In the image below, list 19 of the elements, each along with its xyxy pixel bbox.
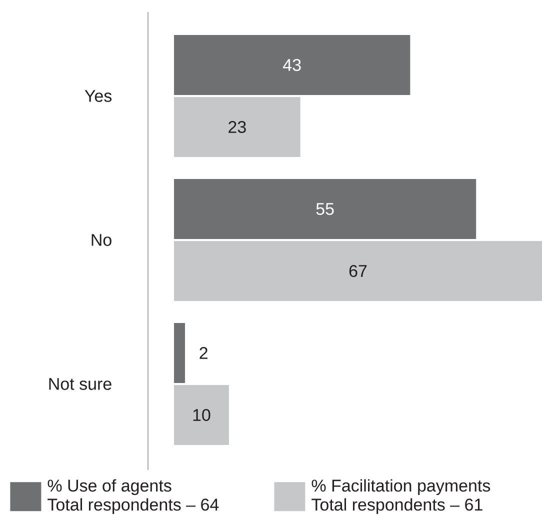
data-label: 67: [349, 264, 367, 278]
bar: [174, 241, 542, 301]
bar: [174, 323, 185, 383]
text: Total respondents – 61: [312, 498, 482, 514]
bar: [174, 179, 476, 239]
data-label: 2: [200, 347, 208, 359]
data-label: 23: [228, 120, 246, 134]
y-tick-label: Not sure: [49, 378, 112, 390]
bar: [174, 385, 229, 445]
legend-label: % Use of agents: [48, 479, 172, 496]
data-label: 43: [283, 58, 301, 72]
data-label: 10: [193, 408, 210, 422]
text: Total respondents – 64: [48, 498, 219, 514]
y-tick-label: Yes: [84, 90, 112, 102]
y-tick-label: No: [92, 234, 112, 246]
data-label: 55: [316, 203, 334, 215]
bar: [174, 97, 300, 157]
legend-label: % Facilitation payments: [312, 479, 490, 496]
bar: [174, 35, 410, 96]
